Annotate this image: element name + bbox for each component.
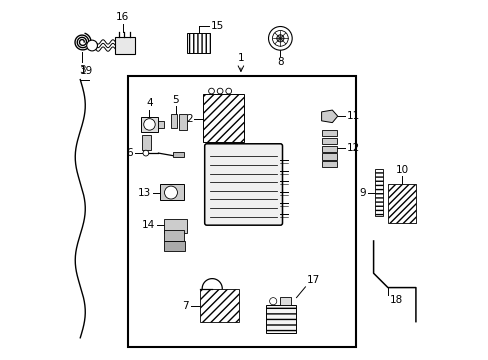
Text: 3: 3 bbox=[79, 65, 85, 75]
Bar bbox=[280, 297, 290, 305]
Bar bbox=[160, 184, 183, 201]
Circle shape bbox=[268, 27, 292, 50]
FancyBboxPatch shape bbox=[204, 144, 282, 225]
Text: 5: 5 bbox=[172, 95, 179, 105]
Bar bbox=[158, 121, 163, 128]
Text: 8: 8 bbox=[277, 57, 283, 67]
Bar bbox=[321, 138, 336, 144]
Circle shape bbox=[225, 88, 231, 94]
Circle shape bbox=[142, 150, 148, 156]
Bar bbox=[265, 305, 296, 333]
Polygon shape bbox=[321, 110, 337, 123]
Bar bbox=[387, 184, 415, 223]
Text: 2: 2 bbox=[185, 114, 192, 124]
Bar bbox=[142, 135, 151, 149]
Bar bbox=[163, 220, 187, 233]
Bar bbox=[163, 230, 183, 241]
Bar bbox=[171, 114, 177, 128]
Bar bbox=[172, 152, 183, 157]
Text: 9: 9 bbox=[359, 188, 366, 198]
Bar bbox=[179, 114, 187, 130]
Text: 4: 4 bbox=[146, 98, 152, 108]
Bar bbox=[203, 94, 244, 142]
Circle shape bbox=[217, 88, 223, 94]
Text: 14: 14 bbox=[142, 220, 155, 230]
Circle shape bbox=[276, 35, 284, 42]
Text: 17: 17 bbox=[306, 275, 320, 285]
Bar bbox=[163, 241, 185, 251]
Circle shape bbox=[164, 186, 177, 199]
Circle shape bbox=[86, 40, 97, 51]
Bar bbox=[115, 37, 135, 54]
Text: 13: 13 bbox=[138, 188, 151, 198]
Bar bbox=[187, 33, 210, 53]
Text: 12: 12 bbox=[346, 143, 359, 153]
Bar bbox=[321, 161, 336, 167]
Text: 6: 6 bbox=[126, 148, 133, 158]
Bar bbox=[199, 289, 239, 321]
Bar bbox=[128, 76, 355, 347]
Bar bbox=[321, 145, 336, 152]
Text: 15: 15 bbox=[210, 21, 223, 31]
Circle shape bbox=[269, 298, 276, 305]
Circle shape bbox=[143, 119, 155, 130]
Circle shape bbox=[208, 88, 214, 94]
Text: 1: 1 bbox=[237, 53, 244, 63]
Text: 19: 19 bbox=[79, 66, 92, 76]
Circle shape bbox=[272, 31, 287, 46]
Text: 18: 18 bbox=[389, 296, 402, 306]
Text: 7: 7 bbox=[182, 301, 188, 311]
Text: 10: 10 bbox=[395, 165, 407, 175]
Bar bbox=[321, 153, 336, 159]
Bar bbox=[321, 130, 336, 136]
Bar bbox=[375, 169, 382, 216]
Text: 16: 16 bbox=[116, 12, 129, 22]
Text: 11: 11 bbox=[346, 111, 359, 121]
Bar bbox=[140, 117, 158, 132]
